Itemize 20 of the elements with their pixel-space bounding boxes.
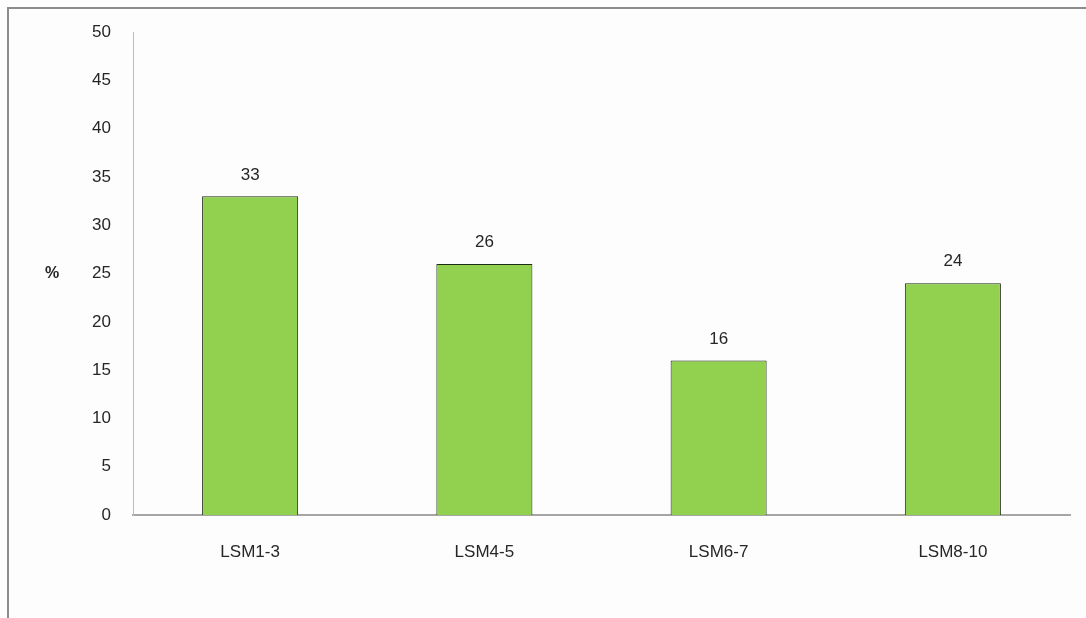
x-tick-label: LSM8-10 (918, 541, 988, 561)
y-tick-label: 25 (92, 263, 111, 283)
y-tick-label: 40 (92, 118, 111, 138)
y-tick-label: 30 (92, 215, 111, 235)
x-tick-label: LSM1-3 (220, 541, 280, 561)
y-tick-label: 0 (101, 504, 111, 524)
data-label: 16 (709, 328, 729, 348)
y-tick-label: 10 (92, 408, 111, 428)
data-label: 33 (240, 164, 260, 184)
y-tick-label: 45 (92, 70, 111, 90)
y-tick-label: 15 (92, 359, 111, 379)
x-tick-label: LSM4-5 (454, 541, 515, 561)
y-tick-label: 50 (92, 21, 111, 41)
y-tick-label: 35 (92, 166, 111, 186)
y-axis-title: % (44, 264, 60, 282)
x-tick-label: LSM6-7 (688, 541, 749, 561)
data-label: 24 (943, 251, 963, 271)
y-tick-label: 5 (101, 456, 111, 476)
data-label: 26 (474, 232, 494, 252)
y-tick-label: 20 (92, 311, 111, 331)
